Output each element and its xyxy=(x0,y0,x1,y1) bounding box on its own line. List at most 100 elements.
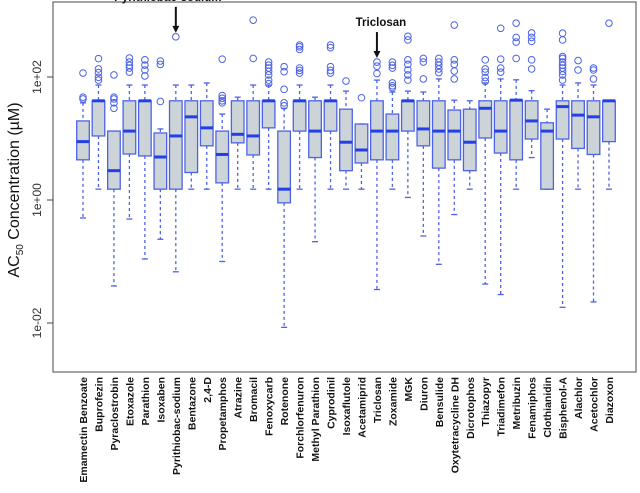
iqr-box xyxy=(462,108,477,172)
outlier-point xyxy=(125,58,134,66)
iqr-box xyxy=(400,100,415,132)
x-tick-label: Diuron xyxy=(418,377,430,411)
box-oxytetracycline-dh xyxy=(447,21,462,216)
outlier-point xyxy=(326,66,335,75)
outlier-point xyxy=(94,68,103,77)
annotation-arrow-head xyxy=(172,25,180,33)
outlier-point xyxy=(527,33,536,42)
outlier-point xyxy=(110,99,118,107)
outlier-point xyxy=(141,61,149,69)
outlier-point xyxy=(110,95,118,103)
x-tick-label: Oxytetracycline DH xyxy=(449,377,461,473)
y-axis: 1e+02 1e+00 1e-02 xyxy=(30,60,53,338)
iqr-box xyxy=(555,100,570,140)
x-tick-label: Acetamiprid xyxy=(356,377,368,438)
box-triclosan xyxy=(369,58,384,291)
iqr-box xyxy=(385,113,400,161)
x-tick-labels: Emamectin Benzoate Buprofezin Pyraclostrob… xyxy=(78,377,616,483)
outlier-point xyxy=(326,41,335,49)
iqr-box xyxy=(184,100,199,174)
box-pyraclostrobin xyxy=(106,71,121,287)
outlier-point xyxy=(264,76,273,84)
outlier-point xyxy=(280,67,288,76)
iqr-box xyxy=(339,108,353,172)
outlier-point xyxy=(342,77,350,85)
y-label-sub: 50 xyxy=(15,244,26,256)
iqr-box xyxy=(292,100,307,132)
outlier-point xyxy=(94,65,103,73)
outlier-point xyxy=(589,64,598,72)
outlier-point xyxy=(110,71,118,79)
annotation-label: Triclosan xyxy=(356,17,407,29)
x-tick-label: Alachlor xyxy=(573,377,585,419)
x-tick-label: Acetochlor xyxy=(589,377,601,432)
y-axis-label: AC50 Concentration (µM) xyxy=(6,102,26,277)
x-tick-label: Fenoxycarb xyxy=(264,377,276,436)
annotation-arrow-head xyxy=(373,51,381,59)
outlier-point xyxy=(558,67,567,76)
iqr-box xyxy=(509,99,524,161)
iqr-box xyxy=(540,122,555,190)
x-tick-label: Parathion xyxy=(140,377,152,425)
outlier-point xyxy=(79,69,87,77)
outlier-point xyxy=(404,76,412,84)
outlier-point xyxy=(141,72,149,80)
outlier-point xyxy=(357,93,366,102)
outlier-point xyxy=(218,97,227,105)
plot-frame xyxy=(52,1,637,373)
outlier-point xyxy=(125,68,134,76)
x-tick-label: Clothianidin xyxy=(542,377,554,438)
x-tick-label: Bentazone xyxy=(186,377,198,430)
outlier-point xyxy=(264,79,273,88)
iqr-box xyxy=(199,100,214,147)
outlier-point xyxy=(218,94,227,103)
outlier-point xyxy=(388,58,397,66)
outlier-point xyxy=(419,75,428,83)
box-metribuzin xyxy=(509,19,524,190)
outlier-point xyxy=(388,81,397,90)
outlier-point xyxy=(373,69,381,78)
x-tick-label: 2,4-D xyxy=(202,377,214,403)
x-tick-label: Triclosan xyxy=(372,377,384,423)
outlier-point xyxy=(419,54,428,63)
annotation-label: Pyrithiobac-sodium xyxy=(114,0,221,4)
boxes-group xyxy=(76,16,616,328)
outlier-point xyxy=(481,68,490,76)
box-emamectin-benzoate xyxy=(76,69,90,219)
outlier-point xyxy=(481,65,490,73)
box-mgk xyxy=(400,32,415,199)
iqr-box xyxy=(215,130,230,184)
outlier-point xyxy=(280,85,288,94)
box-parathion xyxy=(137,56,152,260)
outlier-point xyxy=(527,37,536,46)
outlier-point xyxy=(249,54,257,63)
outlier-point xyxy=(512,33,520,42)
box-acetochlor xyxy=(586,64,601,303)
outlier-point xyxy=(280,99,288,107)
x-tick-label: Triadimefon xyxy=(496,377,508,437)
x-tick-label: Isoxaben xyxy=(155,377,167,423)
outlier-point xyxy=(527,65,536,73)
iqr-box xyxy=(230,100,245,144)
x-tick-label: Diazoxon xyxy=(604,377,616,424)
outlier-point xyxy=(527,56,536,64)
iqr-box xyxy=(478,100,493,139)
outlier-point xyxy=(419,58,428,66)
outlier-point xyxy=(295,69,304,77)
x-tick-label: Atrazine xyxy=(233,377,245,419)
iqr-box xyxy=(447,109,462,161)
x-tick-label: Bensulide xyxy=(434,377,446,427)
iqr-box xyxy=(323,100,338,132)
box-etoxazole xyxy=(122,54,137,220)
outlier-point xyxy=(218,99,227,107)
box-methyl-parathion xyxy=(308,96,323,243)
outlier-point xyxy=(404,60,412,69)
box-clothianidin xyxy=(540,108,555,190)
box-bromacil xyxy=(246,16,261,190)
x-tick-label: Bromacil xyxy=(248,377,260,422)
box-buprofezin xyxy=(91,54,106,190)
outlier-point xyxy=(218,55,227,63)
outlier-point xyxy=(264,67,273,76)
iqr-box xyxy=(586,100,601,156)
box-acetamiprid xyxy=(354,93,369,190)
